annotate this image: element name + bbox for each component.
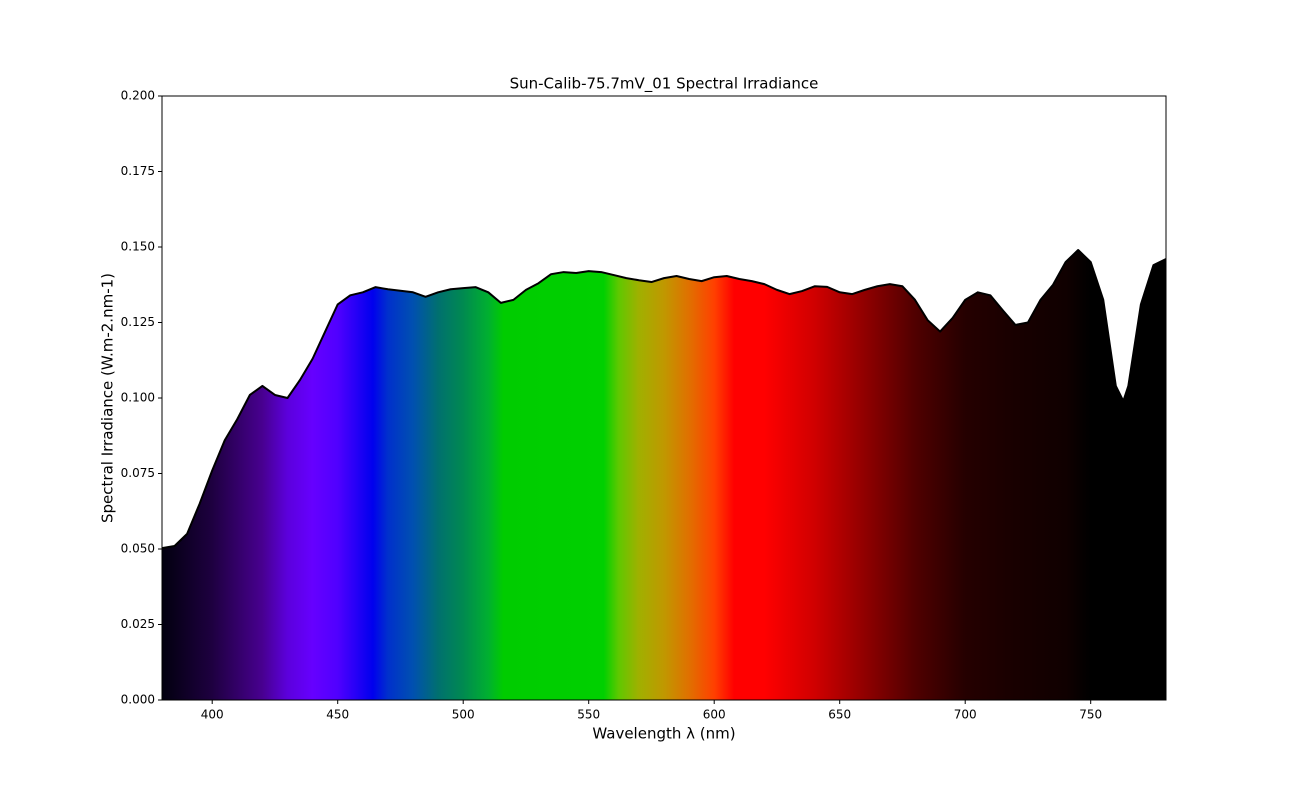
x-tick-label: 400 <box>201 708 224 722</box>
y-tick-label: 0.125 <box>121 315 155 329</box>
x-tick-label: 700 <box>954 708 977 722</box>
x-tick-label: 650 <box>828 708 851 722</box>
x-tick-label: 500 <box>452 708 475 722</box>
y-tick-label: 0.000 <box>121 693 155 707</box>
y-tick-label: 0.025 <box>121 617 155 631</box>
x-tick-label: 550 <box>577 708 600 722</box>
y-tick-label: 0.075 <box>121 466 155 480</box>
line <box>161 249 1167 550</box>
y-tick-label: 0.100 <box>121 391 155 405</box>
y-axis-label: Spectral Irradiance (W.m-2.nm-1) <box>99 273 117 523</box>
x-tick-label: 450 <box>326 708 349 722</box>
y-tick-label: 0.200 <box>121 89 155 103</box>
y-tick-label: 0.050 <box>121 542 155 556</box>
x-axis-label: Wavelength λ (nm) <box>592 725 735 743</box>
x-tick-label: 600 <box>703 708 726 722</box>
y-tick-label: 0.175 <box>121 164 155 178</box>
chart-title: Sun-Calib-75.7mV_01 Spectral Irradiance <box>510 75 819 94</box>
y-tick-label: 0.150 <box>121 240 155 254</box>
area-fill <box>162 250 1166 700</box>
x-tick-label: 750 <box>1079 708 1102 722</box>
